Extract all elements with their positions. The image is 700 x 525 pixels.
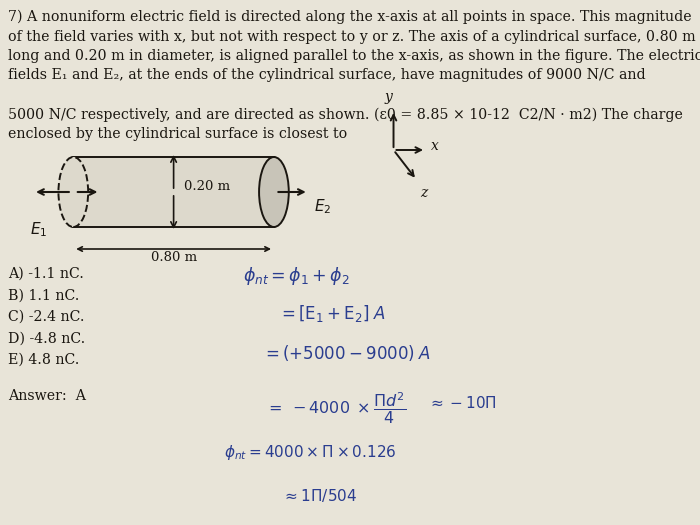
Text: $E_2$: $E_2$ [314, 197, 331, 216]
Text: fields E₁ and E₂, at the ends of the cylindrical surface, have magnitudes of 900: fields E₁ and E₂, at the ends of the cyl… [8, 68, 645, 82]
Text: $= \left[{\rm E}_1 + {\rm E}_2\right] \; A$: $= \left[{\rm E}_1 + {\rm E}_2\right] \;… [278, 303, 386, 324]
Ellipse shape [259, 157, 289, 227]
Text: $= \; -4000 \; \times \dfrac{\Pi d^2}{4}$: $= \; -4000 \; \times \dfrac{\Pi d^2}{4}… [265, 390, 406, 426]
Text: x: x [430, 139, 438, 153]
Text: 0.20 m: 0.20 m [184, 180, 230, 193]
Text: of the field varies with x, but not with respect to y or z. The axis of a cylind: of the field varies with x, but not with… [8, 29, 695, 44]
Text: 7) A nonuniform electric field is directed along the x-axis at all points in spa: 7) A nonuniform electric field is direct… [8, 10, 692, 24]
Text: 0.80 m: 0.80 m [150, 251, 197, 264]
Text: B) 1.1 nC.: B) 1.1 nC. [8, 289, 79, 302]
Text: C) -2.4 nC.: C) -2.4 nC. [8, 310, 84, 324]
Text: D) -4.8 nC.: D) -4.8 nC. [8, 331, 85, 345]
Text: E) 4.8 nC.: E) 4.8 nC. [8, 353, 79, 367]
Text: Answer:  A: Answer: A [8, 390, 85, 404]
Bar [74, 157, 274, 227]
Text: $\approx -10\Pi$: $\approx -10\Pi$ [428, 395, 497, 411]
Text: $\phi_{nt} = 4000 \times \Pi \times 0.126$: $\phi_{nt} = 4000 \times \Pi \times 0.12… [224, 443, 396, 462]
Text: $\approx 1\Pi/504$: $\approx 1\Pi/504$ [281, 487, 357, 504]
Text: 5000 N/C respectively, and are directed as shown. (ε0 = 8.85 × 10-12  C2/N · m2): 5000 N/C respectively, and are directed … [8, 108, 682, 122]
Text: $E_1$: $E_1$ [30, 220, 48, 239]
Text: $= \left(+5000 - 9000\right) \; A$: $= \left(+5000 - 9000\right) \; A$ [262, 343, 431, 363]
Ellipse shape [58, 157, 88, 227]
Text: z: z [421, 186, 428, 200]
Text: long and 0.20 m in diameter, is aligned parallel to the x-axis, as shown in the : long and 0.20 m in diameter, is aligned … [8, 49, 700, 63]
Text: $\phi_{nt} = \phi_1  + \phi_2$: $\phi_{nt} = \phi_1 + \phi_2$ [243, 265, 350, 287]
Text: enclosed by the cylindrical surface is closest to: enclosed by the cylindrical surface is c… [8, 127, 347, 141]
Text: A) -1.1 nC.: A) -1.1 nC. [8, 267, 83, 281]
Text: y: y [385, 90, 393, 104]
